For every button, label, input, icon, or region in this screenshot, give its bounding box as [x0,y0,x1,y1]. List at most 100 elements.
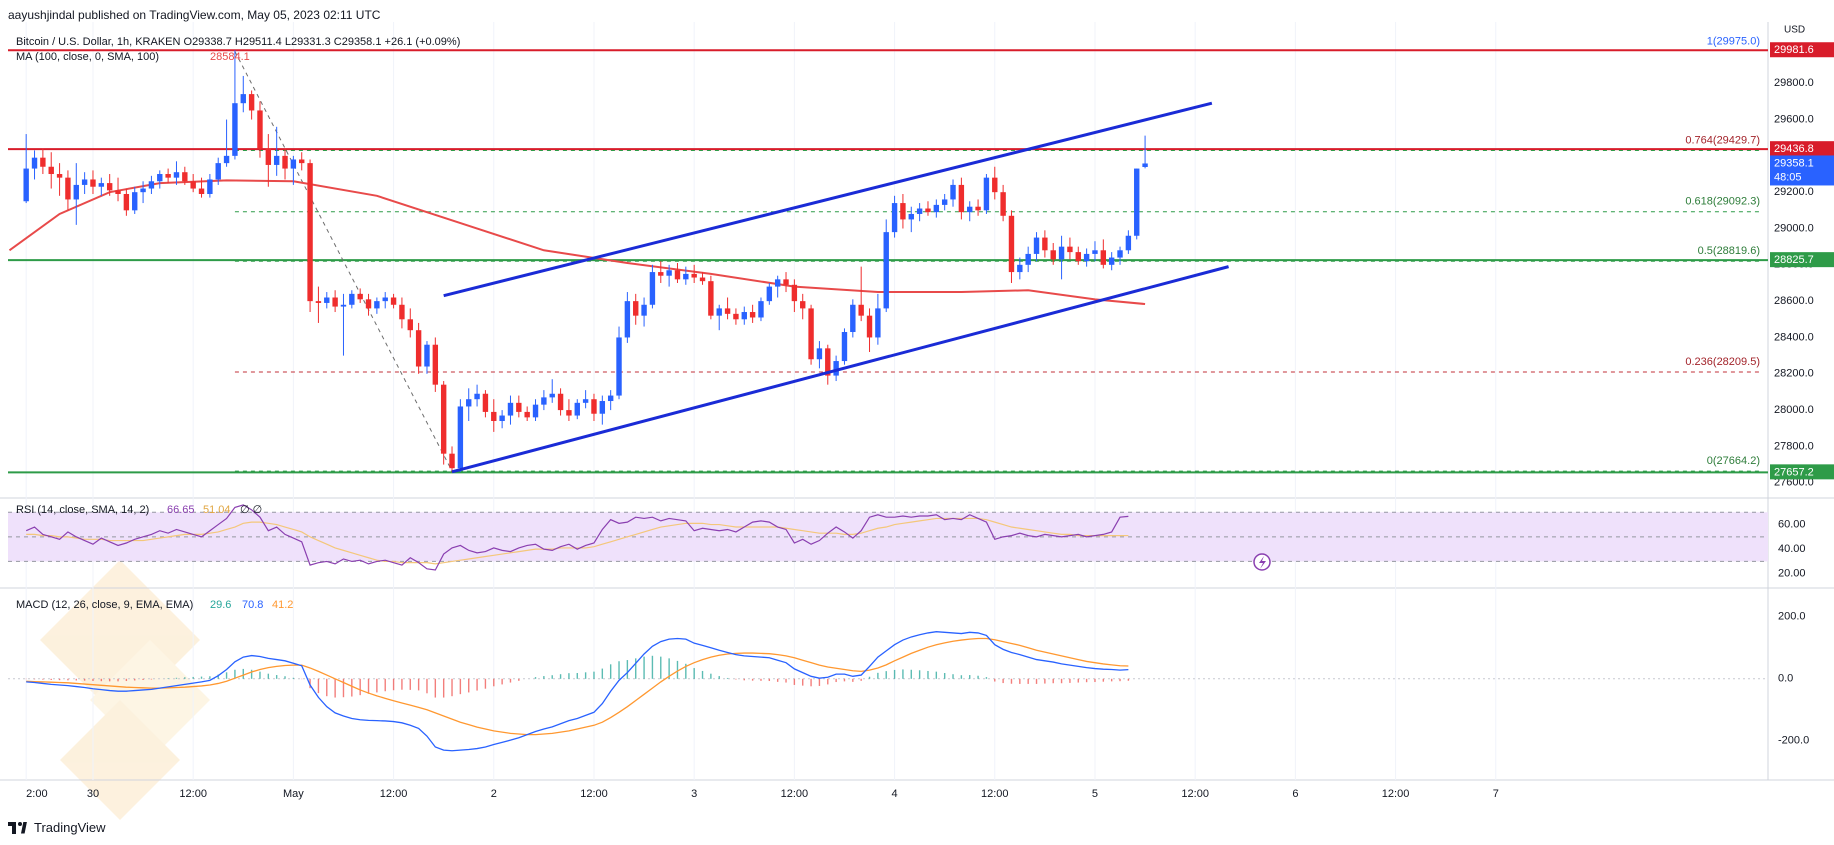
price-scale[interactable]: USD29800.029600.029400.029200.029000.028… [1770,25,1834,747]
candle [666,264,672,287]
candle-body [992,177,998,193]
macd-signal-line [26,637,1129,736]
candle [549,379,555,403]
candle-body [482,393,489,412]
candle-body [741,312,747,320]
candle [123,188,130,216]
candle [40,148,46,175]
candle [883,219,889,313]
candle [65,170,71,211]
candle [741,306,747,325]
candle-body [165,174,171,178]
channel-lower-line [451,265,1229,474]
symbol-legend: Bitcoin / U.S. Dollar, 1h, KRAKEN O29338… [16,36,460,48]
candle [1117,246,1123,265]
currency-label: USD [1784,25,1805,36]
candle [658,261,664,283]
candle-body [449,453,455,469]
candle [132,186,138,214]
candle-body [1033,237,1040,254]
candle [616,326,622,400]
candle-body [941,199,948,205]
ma100-polyline [8,179,1146,306]
candle [683,266,689,285]
candle-body [866,315,873,338]
candle [482,390,489,418]
candle-body [875,308,881,338]
candle-body [1075,252,1081,262]
macd-legend-v1: 29.6 [210,599,231,611]
candle-body [950,184,956,200]
pane-separators[interactable] [0,22,1834,781]
candle [791,279,798,313]
candle [148,175,155,194]
time-axis[interactable]: 2:00 30 12:00 May 12:00 2 12:00 3 12:00 4 12:00 5 12… [26,788,1499,800]
event-marker-icon[interactable] [1253,553,1271,571]
candle [925,201,931,216]
candle [257,101,263,158]
candle-body [232,103,238,156]
candle [165,168,171,184]
tradingview-logo[interactable]: TradingView [8,820,106,835]
macd-tick-label: -200.0 [1778,735,1809,747]
candle-body [607,395,614,402]
candle [507,395,514,425]
candle-body [808,308,814,360]
candle [1000,184,1006,222]
candle [900,193,906,229]
candle [733,308,739,325]
candle-body [307,163,313,302]
candle [833,355,839,382]
rsi-sma-line [26,517,1129,565]
candle [382,292,388,309]
candle-body [599,401,606,414]
rsi-legend-value: 66.65 [167,504,195,516]
candle [641,297,647,327]
candle [800,293,806,320]
candle-body [774,279,781,287]
candle [223,119,230,167]
ma-legend-value: 28584.1 [210,51,250,63]
candle-body [891,203,898,233]
time-tick-label: 5 [1092,788,1098,800]
candle-body [749,312,756,318]
candle [56,163,63,196]
candle [374,297,380,314]
candle [207,174,213,198]
candle [299,152,305,171]
candle [173,161,180,185]
candle [858,266,864,322]
ma-legend-label: MA (100, close, 0, SMA, 100) [16,51,159,63]
candle [816,341,823,369]
candle [516,395,522,418]
candle-body [299,159,305,164]
fib-level-label: 0.236(28209.5) [1685,356,1760,368]
time-tick-label: 30 [87,788,99,800]
candle-body [223,155,230,164]
candle-body [31,157,38,169]
candle [866,308,873,352]
time-tick-label: 6 [1292,788,1298,800]
candle [449,446,455,473]
candle-body [499,415,505,421]
candle-body [207,179,213,194]
candle-body [816,348,823,360]
price-tick-label: 27600.0 [1774,477,1814,489]
candle-body [332,297,338,307]
fib-swing-line [234,51,453,472]
candle-body [908,213,914,220]
candle-body [324,297,330,303]
candle-body [440,384,447,454]
fib-swing-trendline [234,51,453,472]
candle [1033,232,1040,262]
candle [474,384,480,407]
candle [908,206,914,233]
candle-body [975,206,981,211]
candle [1042,230,1048,258]
candle-body [850,304,856,333]
rsi-tick-label: 20.00 [1778,568,1806,580]
candle [691,264,697,283]
candle-body [282,155,288,169]
candle-body [340,304,347,307]
